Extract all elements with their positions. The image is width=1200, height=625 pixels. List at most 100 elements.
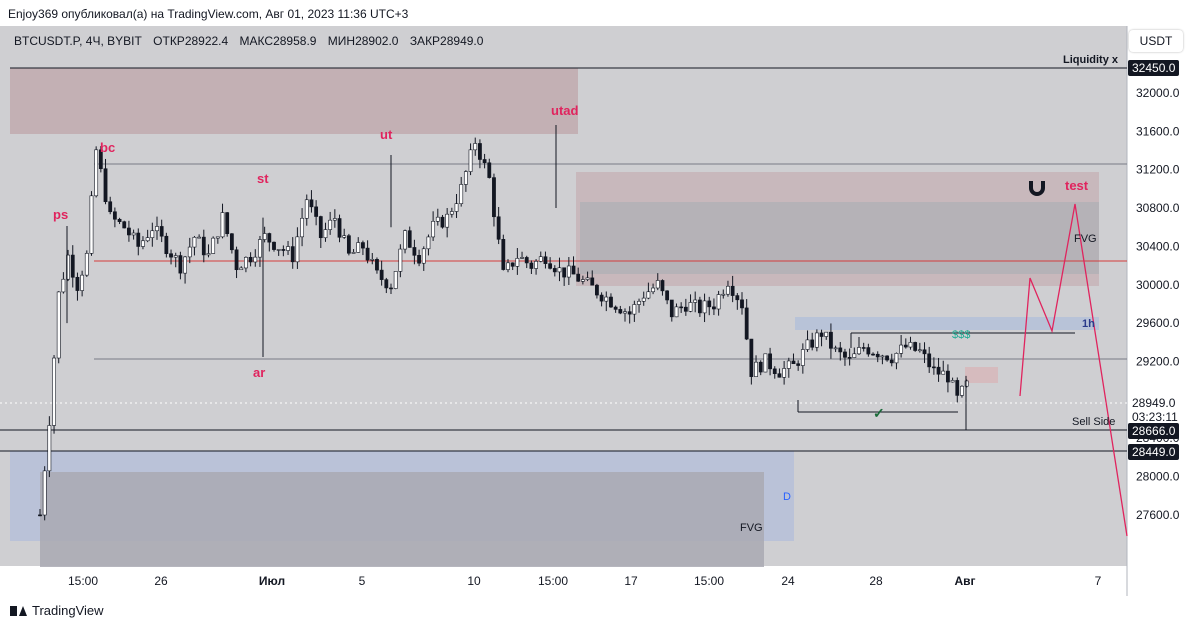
candle-body xyxy=(623,311,627,314)
candle-body xyxy=(590,277,595,286)
candle-body xyxy=(342,235,347,238)
candle-body xyxy=(136,232,141,247)
candle-body xyxy=(772,368,777,374)
candle-body xyxy=(805,339,810,350)
candle-body xyxy=(445,213,450,228)
candle-body xyxy=(244,256,248,269)
price-chart[interactable]: ps bc st ar ut utad test FVG FVG D 1h $$$ ✓ Liquidity… xyxy=(0,26,1200,596)
chart-area[interactable]: ps bc st ar ut utad test FVG FVG D 1h $$$ ✓ Liquidity… xyxy=(0,26,1200,596)
candle-body xyxy=(122,221,127,229)
candle-body xyxy=(463,171,468,185)
candle-body xyxy=(361,242,365,249)
candle-body xyxy=(262,233,267,240)
symbol-name[interactable]: BTCUSDT.P, 4Ч, BYBIT xyxy=(14,34,142,48)
candle-body xyxy=(829,331,833,349)
candle-body xyxy=(641,297,646,302)
tradingview-logo[interactable]: TradingView xyxy=(10,603,104,618)
candle-body xyxy=(782,368,787,378)
candle-body xyxy=(810,339,815,348)
candle-body xyxy=(609,296,613,308)
candle-body xyxy=(487,162,492,178)
label-st: st xyxy=(257,171,269,186)
candle-body xyxy=(328,219,333,230)
candle-body xyxy=(679,306,684,309)
candle-body xyxy=(693,299,698,303)
label-ps: ps xyxy=(53,207,68,222)
candle-body xyxy=(646,291,651,299)
candle-body xyxy=(300,217,304,238)
candle-body xyxy=(379,269,384,280)
candle-body xyxy=(651,287,655,293)
price-tick-label: 30400.0 xyxy=(1136,239,1180,253)
currency-button[interactable]: USDT xyxy=(1129,30,1183,52)
price-label-liquidity: 32450.0 xyxy=(1128,60,1180,76)
price-tick-label: 28000.0 xyxy=(1136,470,1180,484)
candle-body xyxy=(941,370,946,375)
label-utad: utad xyxy=(551,103,579,118)
candle-body xyxy=(861,347,866,349)
candle-body xyxy=(318,216,323,239)
candle-body xyxy=(304,199,309,219)
candle-body xyxy=(276,249,281,251)
price-tick-label: 31600.0 xyxy=(1136,124,1180,138)
candle-body xyxy=(215,236,220,239)
candle-body xyxy=(42,470,47,516)
time-tick-label: 15:00 xyxy=(538,574,568,588)
candle-body xyxy=(524,257,529,264)
candle-body xyxy=(421,248,426,264)
candle-body xyxy=(98,149,103,170)
candle-body xyxy=(337,218,342,238)
candle-body xyxy=(61,278,66,293)
footer: TradingView xyxy=(0,596,1200,625)
label-check: ✓ xyxy=(873,405,885,421)
candle-body xyxy=(351,252,356,254)
candle-body xyxy=(459,184,464,204)
candle-body xyxy=(880,355,885,358)
candle-body xyxy=(543,256,548,264)
candle-body xyxy=(482,159,487,164)
candle-body xyxy=(571,265,576,275)
candle-body xyxy=(290,246,295,263)
candle-body xyxy=(786,360,791,369)
candle-body xyxy=(108,201,113,213)
candle-body xyxy=(716,294,721,310)
candle-body xyxy=(936,366,941,375)
time-tick-label: 28 xyxy=(869,574,883,588)
candle-body xyxy=(229,233,234,251)
candle-body xyxy=(960,385,964,396)
candle-body xyxy=(431,220,436,238)
candle-body xyxy=(449,211,454,215)
candle-body xyxy=(637,300,641,305)
candle-body xyxy=(922,349,927,355)
candle-body xyxy=(529,262,534,269)
ohlc-open: ОТКР28922.4 xyxy=(153,34,229,48)
candle-body xyxy=(950,380,955,383)
candle-body xyxy=(187,246,192,258)
candle-body xyxy=(356,242,361,253)
time-tick-label: 15:00 xyxy=(694,574,724,588)
candle-body xyxy=(580,279,585,282)
brand-name: TradingView xyxy=(32,603,104,618)
candle-body xyxy=(552,268,557,273)
candle-body xyxy=(964,380,969,387)
candle-body xyxy=(370,259,375,261)
candle-body xyxy=(407,230,412,248)
candle-body xyxy=(599,294,604,302)
candle-body xyxy=(754,361,758,377)
time-tick-label: 26 xyxy=(154,574,168,588)
candle-body xyxy=(117,218,122,222)
candle-body xyxy=(833,347,838,350)
candle-body xyxy=(426,236,431,250)
candle-body xyxy=(145,237,150,242)
candle-body xyxy=(520,257,524,259)
price-label-low-level: 28449.0 xyxy=(1128,444,1180,460)
candle-body xyxy=(131,232,136,236)
ohlc-close: ЗАКР28949.0 xyxy=(409,34,484,48)
candle-body xyxy=(534,261,538,269)
candle-body xyxy=(585,277,590,280)
candle-body xyxy=(225,212,230,235)
price-tick-label: 29200.0 xyxy=(1136,354,1180,368)
candle-body xyxy=(192,236,197,248)
candle-body xyxy=(946,370,950,383)
label-fvg-upper: FVG xyxy=(1074,233,1097,245)
